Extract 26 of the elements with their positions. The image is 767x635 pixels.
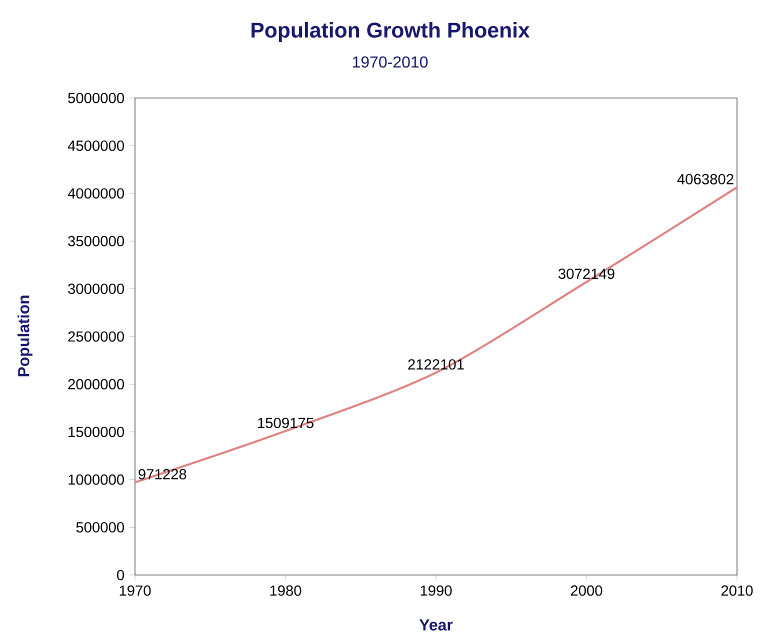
y-tick-label: 4500000 [68,140,124,151]
data-label: 2122101 [408,359,464,370]
x-tick-label: 2010 [721,585,753,596]
y-tick-label: 2500000 [68,331,124,342]
chart-title: Population Growth Phoenix [252,22,530,42]
x-axis-title: Year [419,619,453,631]
data-label: 971228 [138,469,186,480]
chart-subtitle: 1970-2010 [352,56,428,68]
y-tick-label: 500000 [76,522,124,532]
data-label: 3072149 [558,268,614,279]
y-tick-label: 1500000 [68,426,124,438]
y-tick-label: 3500000 [68,236,124,246]
x-tick-label: 1990 [420,585,452,596]
y-tick-label: 3000000 [68,284,124,294]
y-tick-label: 5000000 [68,92,124,104]
y-tick-label: 0 [117,570,124,580]
y-tick-label: 4000000 [68,188,124,199]
y-tick-label: 2000000 [68,379,124,390]
x-tick-label: 1970 [120,585,151,596]
x-tick-label: 2000 [570,585,602,596]
data-label: 1509175 [258,418,314,428]
y-tick-label: 1000000 [68,474,124,485]
data-label: 4063802 [677,174,734,184]
line-series [134,186,738,484]
x-tick-label: 1980 [270,585,302,596]
y-axis-title: Population [18,296,32,376]
